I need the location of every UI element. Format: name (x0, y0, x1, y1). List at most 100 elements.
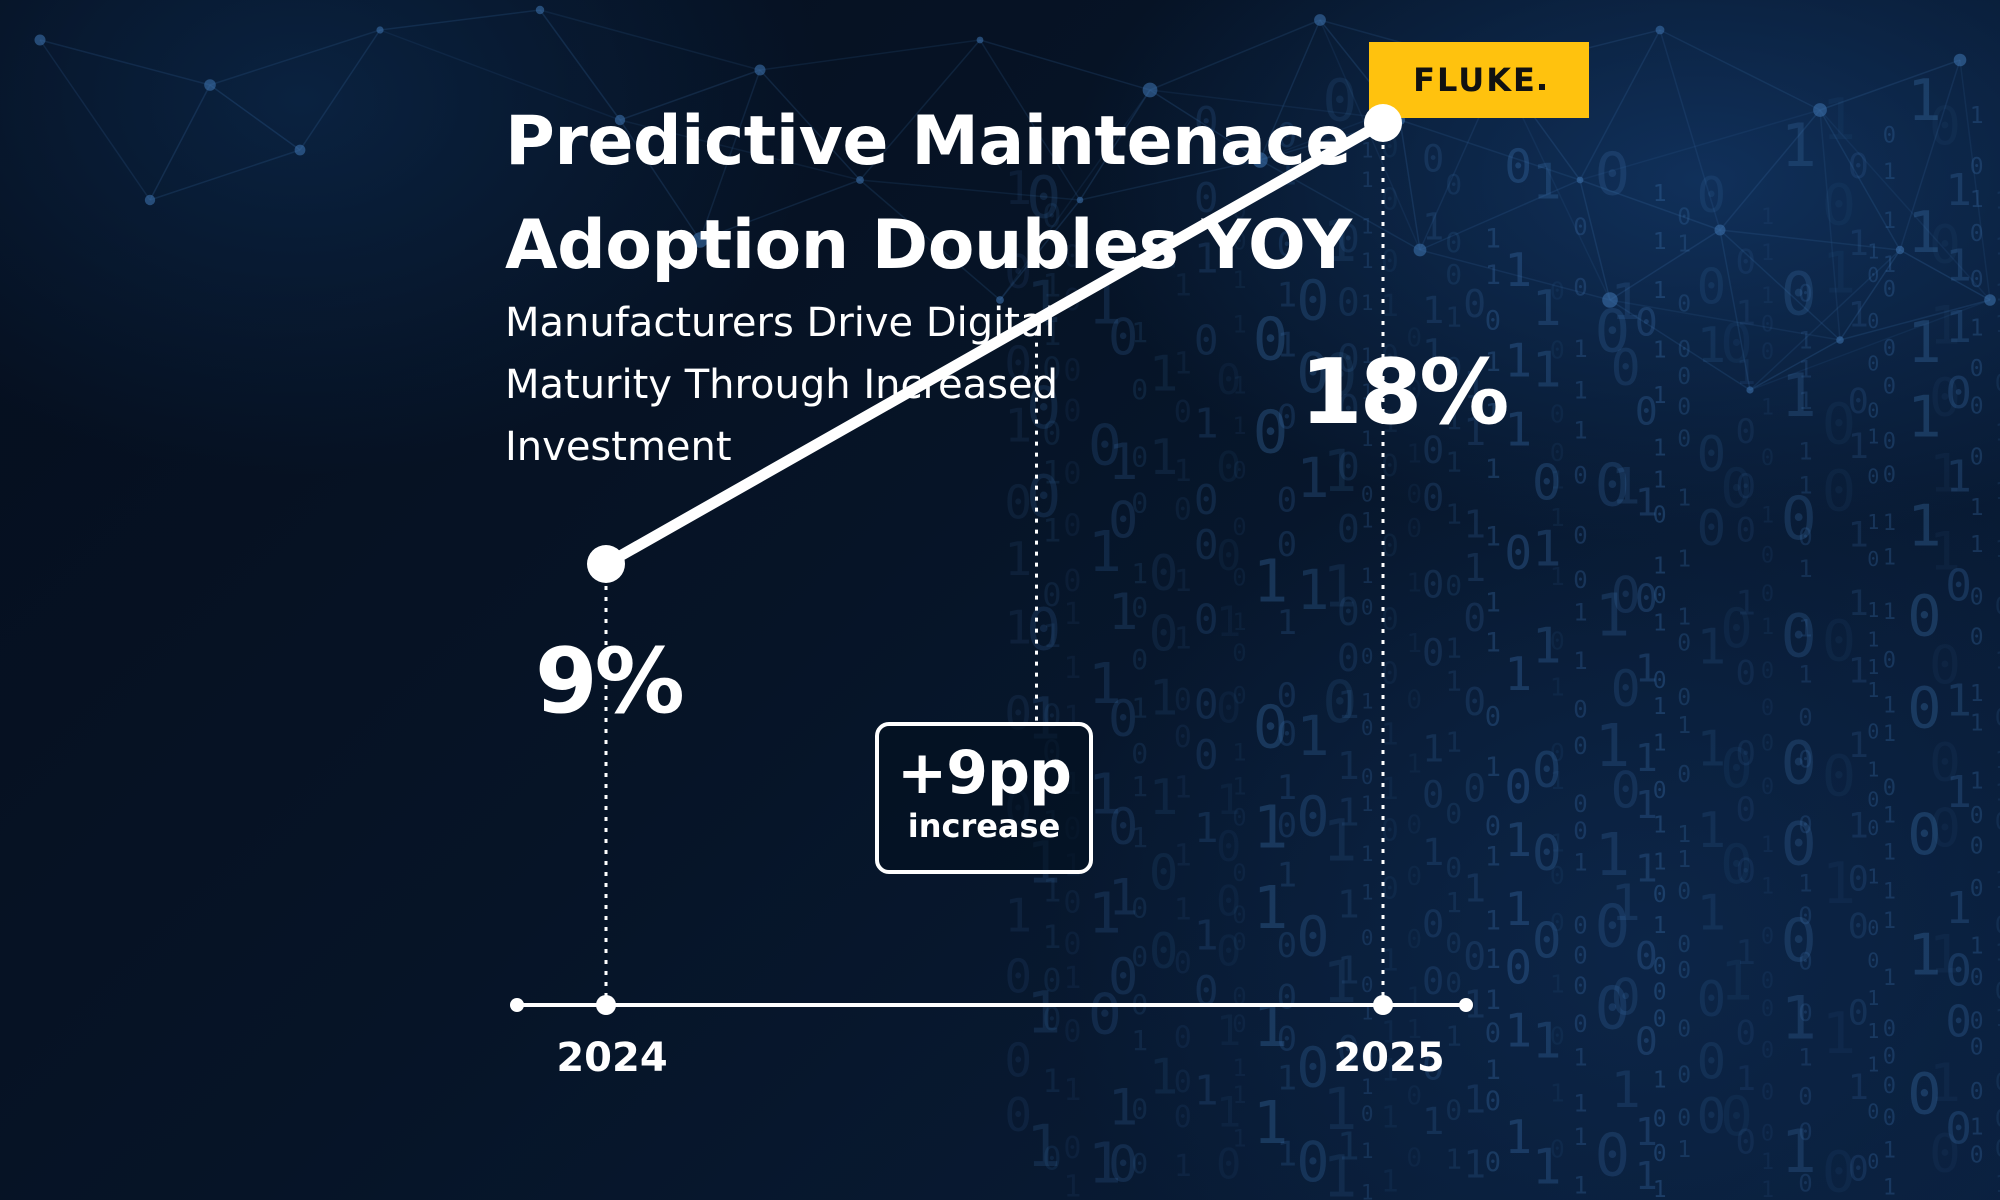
binary-digit: 1 (1929, 522, 1961, 583)
binary-digit: 1 (1149, 769, 1179, 826)
binary-digit: 1 (1798, 356, 1812, 384)
binary-digit: 0 (1337, 590, 1360, 634)
binary-digit: 1 (1970, 316, 1984, 342)
binary-digit: 1 (1611, 874, 1641, 932)
increase-callout: +9pp increase (875, 722, 1093, 874)
binary-digit: 0 (1653, 980, 1667, 1006)
binary-digit: 1 (1781, 1117, 1817, 1187)
binary-digit: 1 (1883, 600, 1896, 625)
binary-digit: 1 (1929, 296, 1961, 357)
binary-digit: 0 (1635, 301, 1658, 345)
x-tick-label-2024: 2024 (556, 1035, 667, 1081)
binary-digit: 1 (1611, 1061, 1641, 1119)
binary-digit: 1 (1232, 371, 1246, 399)
binary-digit: 0 (1573, 566, 1587, 594)
binary-digit: 0 (1945, 368, 1972, 419)
binary-digit: 0 (1296, 1035, 1329, 1099)
binary-digit: 1 (1232, 773, 1246, 801)
binary-digit: 0 (1867, 464, 1879, 488)
data-point-2024 (587, 545, 625, 583)
binary-digit: 0 (1595, 140, 1631, 209)
binary-digit: 1 (1406, 749, 1422, 779)
binary-digit: 0 (1822, 608, 1856, 674)
binary-digit: 0 (1216, 1140, 1241, 1189)
binary-digit: 0 (1697, 259, 1727, 316)
binary-digit: 0 (1883, 375, 1896, 400)
binary-digit: 1 (1004, 532, 1032, 586)
x-tick-label-2025: 2025 (1333, 1035, 1444, 1081)
binary-digit: 0 (1149, 545, 1179, 602)
binary-digit: 1 (1798, 615, 1812, 643)
binary-digit: 0 (1232, 859, 1246, 887)
binary-digit: 1 (1381, 1165, 1399, 1200)
binary-digit: 1 (1798, 471, 1812, 499)
network-line (999, 199, 1081, 301)
binary-digit: 1 (1867, 864, 1879, 888)
binary-digit: 1 (1361, 1139, 1374, 1163)
network-line (1399, 119, 1581, 181)
binary-digit: 1 (1322, 207, 1357, 275)
x-tick-2024 (596, 995, 616, 1015)
binary-digit: 0 (1149, 844, 1179, 901)
network-node (204, 79, 216, 91)
binary-digit: 0 (1550, 277, 1565, 306)
binary-digit: 0 (1970, 965, 1984, 991)
binary-digit: 0 (1573, 1010, 1587, 1038)
binary-digit: 1 (1322, 437, 1357, 505)
binary-digit: 1 (1798, 327, 1812, 355)
binary-digit: 0 (1761, 544, 1774, 569)
binary-digit: 0 (1677, 427, 1691, 453)
binary-digit: 0 (1445, 226, 1462, 259)
binary-digit: 0 (1381, 656, 1399, 691)
binary-digit: 0 (1422, 477, 1444, 520)
binary-digit: 1 (1381, 405, 1399, 440)
binary-digit: 0 (1595, 297, 1631, 366)
binary-digit: 1 (1970, 103, 1984, 129)
binary-digit: 0 (1463, 596, 1486, 640)
binary-digit: 1 (1550, 562, 1565, 591)
binary-digit: 1 (1573, 335, 1587, 363)
binary-digit: 0 (1337, 507, 1360, 551)
binary-digit: 0 (1232, 901, 1246, 929)
binary-digit: 0 (1174, 683, 1192, 718)
binary-digit: 1 (1485, 347, 1501, 378)
binary-digit: 0 (1381, 813, 1399, 848)
binary-digit: 0 (1761, 775, 1774, 800)
binary-digit: 0 (1781, 602, 1817, 672)
binary-digit: 0 (1995, 369, 2000, 397)
binary-digit: 1 (1867, 628, 1879, 652)
network-node (1655, 25, 1665, 35)
binary-digit: 0 (1361, 716, 1374, 740)
binary-digit: 1 (1216, 1006, 1241, 1055)
binary-digit: 0 (1635, 1019, 1658, 1063)
binary-digit: 1 (1848, 726, 1869, 766)
binary-digit: 1 (1761, 504, 1774, 529)
binary-digit: 0 (1277, 481, 1297, 521)
binary-digit: 1 (1761, 284, 1774, 309)
binary-digit: 0 (1653, 583, 1667, 609)
binary-digit: 1 (1995, 866, 2000, 894)
network-line (1839, 249, 1901, 341)
binary-digit: 1 (1848, 584, 1869, 624)
binary-digit: 0 (1697, 167, 1727, 224)
binary-digit: 0 (1532, 455, 1562, 512)
binary-digit: 0 (1381, 603, 1399, 638)
binary-digit: 1 (1108, 1078, 1138, 1136)
binary-digit: 0 (1550, 1021, 1565, 1050)
binary-digit: 1 (1635, 736, 1658, 780)
binary-digit: 0 (1361, 765, 1374, 789)
binary-digit: 1 (1653, 554, 1667, 580)
binary-digit: 1 (1550, 766, 1565, 795)
binary-digit: 1 (1635, 1154, 1658, 1198)
network-node (1836, 336, 1844, 344)
binary-digit: 1 (1108, 868, 1138, 926)
binary-digit: 0 (1063, 564, 1081, 599)
binary-digit: 1 (1216, 1088, 1241, 1137)
binary-digit: 0 (1337, 337, 1360, 381)
binary-digit: 0 (1761, 696, 1774, 721)
network-node (976, 36, 984, 44)
binary-digit: 0 (1573, 522, 1587, 550)
binary-digit: 0 (1848, 147, 1869, 187)
binary-digit: 1 (1929, 443, 1961, 504)
binary-digit: 1 (1174, 1149, 1192, 1184)
